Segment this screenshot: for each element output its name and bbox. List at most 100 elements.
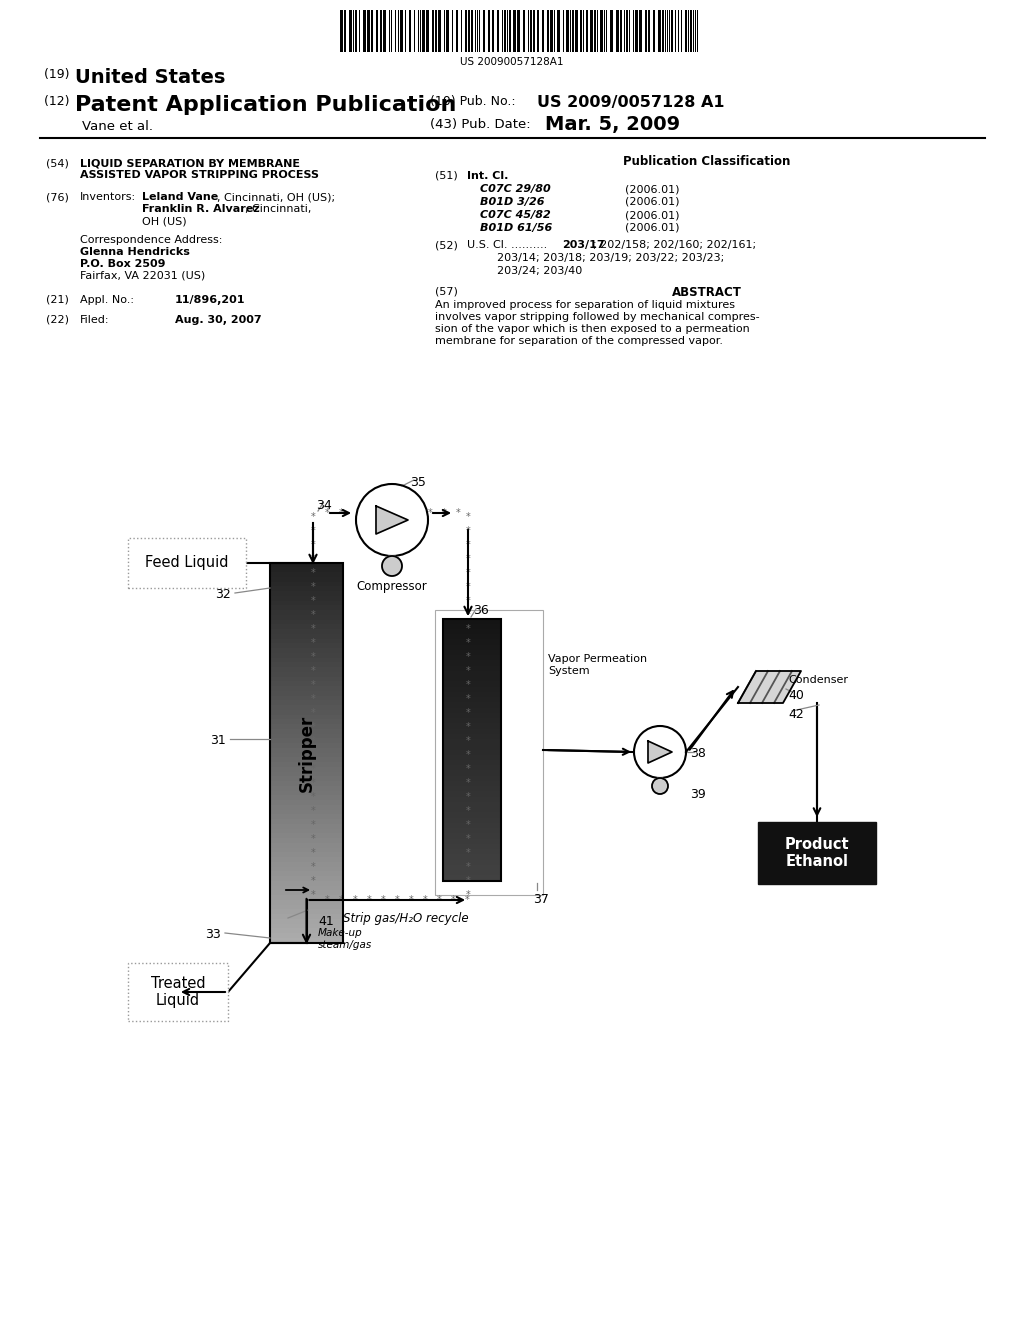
Text: U.S. Cl. ..........: U.S. Cl. .......... [467,240,547,249]
Text: Strip gas/H₂O recycle: Strip gas/H₂O recycle [343,912,469,925]
Bar [557,11,560,51]
Bar [270,928,343,933]
Bar [400,11,403,51]
Bar [270,876,343,882]
Bar [550,11,553,51]
Bar [639,11,642,51]
Text: *: * [466,667,470,676]
Bar [270,866,343,871]
Bar [443,676,501,682]
Bar [443,838,501,845]
Bar [523,11,525,51]
Text: ABSTRACT: ABSTRACT [672,286,742,300]
Bar [443,812,501,818]
Bar [270,568,343,573]
Bar [270,824,343,829]
Text: involves vapor stripping followed by mechanical compres-: involves vapor stripping followed by mec… [435,312,760,322]
Bar [270,690,343,696]
Bar [426,11,429,51]
Bar [362,11,366,51]
Text: *: * [466,764,470,774]
Text: B01D 3/26: B01D 3/26 [480,197,545,207]
Text: Compressor: Compressor [356,579,427,593]
Bar [270,672,343,677]
Bar [270,747,343,752]
Text: Appl. No.:: Appl. No.: [80,294,134,305]
Bar [435,11,437,51]
Text: *: * [394,895,399,906]
Text: *: * [466,568,470,578]
Bar [270,610,343,615]
Bar [443,644,501,651]
Bar [504,11,506,51]
Text: 11/896,201: 11/896,201 [175,294,246,305]
Bar [270,904,343,909]
Bar [443,760,501,766]
Text: *: * [367,895,372,906]
FancyBboxPatch shape [128,539,246,587]
Bar [270,842,343,847]
Bar [443,817,501,824]
Bar [270,714,343,719]
Text: Make-up
steam/gas: Make-up steam/gas [318,928,373,949]
Text: (21): (21) [46,294,69,305]
Text: United States: United States [75,69,225,87]
Bar [443,723,501,729]
Text: LIQUID SEPARATION BY MEMBRANE: LIQUID SEPARATION BY MEMBRANE [80,158,300,168]
Bar [497,11,499,51]
Text: OH (US): OH (US) [142,216,186,226]
Bar [371,11,373,51]
Bar [270,857,343,862]
Bar [349,11,352,51]
Bar [270,648,343,653]
Bar [435,610,543,895]
Bar [590,11,593,51]
Text: *: * [466,737,470,746]
Bar [575,11,578,51]
Text: *: * [325,508,330,517]
Bar [456,11,458,51]
Bar [270,729,343,734]
Bar [443,686,501,693]
Bar [443,755,501,760]
Polygon shape [738,671,801,704]
Bar [270,818,343,824]
Bar [616,11,618,51]
Text: *: * [466,652,470,663]
Text: *: * [310,847,315,858]
Bar [270,758,343,763]
Bar [509,11,511,51]
Bar [270,805,343,810]
Text: 37: 37 [534,894,549,906]
Text: *: * [310,512,315,521]
Text: *: * [310,694,315,704]
Text: *: * [456,508,461,517]
Bar [270,771,343,776]
Text: 41: 41 [318,915,334,928]
Text: *: * [310,737,315,746]
Bar [270,838,343,843]
Text: sion of the vapor which is then exposed to a permeation: sion of the vapor which is then exposed … [435,323,750,334]
Bar [270,909,343,915]
Bar [432,11,434,51]
Bar [645,11,647,51]
Bar [443,854,501,861]
Text: (2006.01): (2006.01) [625,183,680,194]
Bar [443,797,501,803]
Bar [492,11,494,51]
Bar [443,771,501,776]
Bar [270,853,343,858]
Text: *: * [325,895,330,906]
Bar [270,595,343,601]
Text: (76): (76) [46,191,69,202]
Bar [270,696,343,701]
Text: (22): (22) [46,315,69,325]
Bar [270,572,343,577]
Bar [422,11,425,51]
Bar [270,619,343,624]
Bar [270,681,343,686]
Bar [270,723,343,729]
Text: Patent Application Publication: Patent Application Publication [75,95,457,115]
Text: (52): (52) [435,240,458,249]
Bar [270,752,343,758]
